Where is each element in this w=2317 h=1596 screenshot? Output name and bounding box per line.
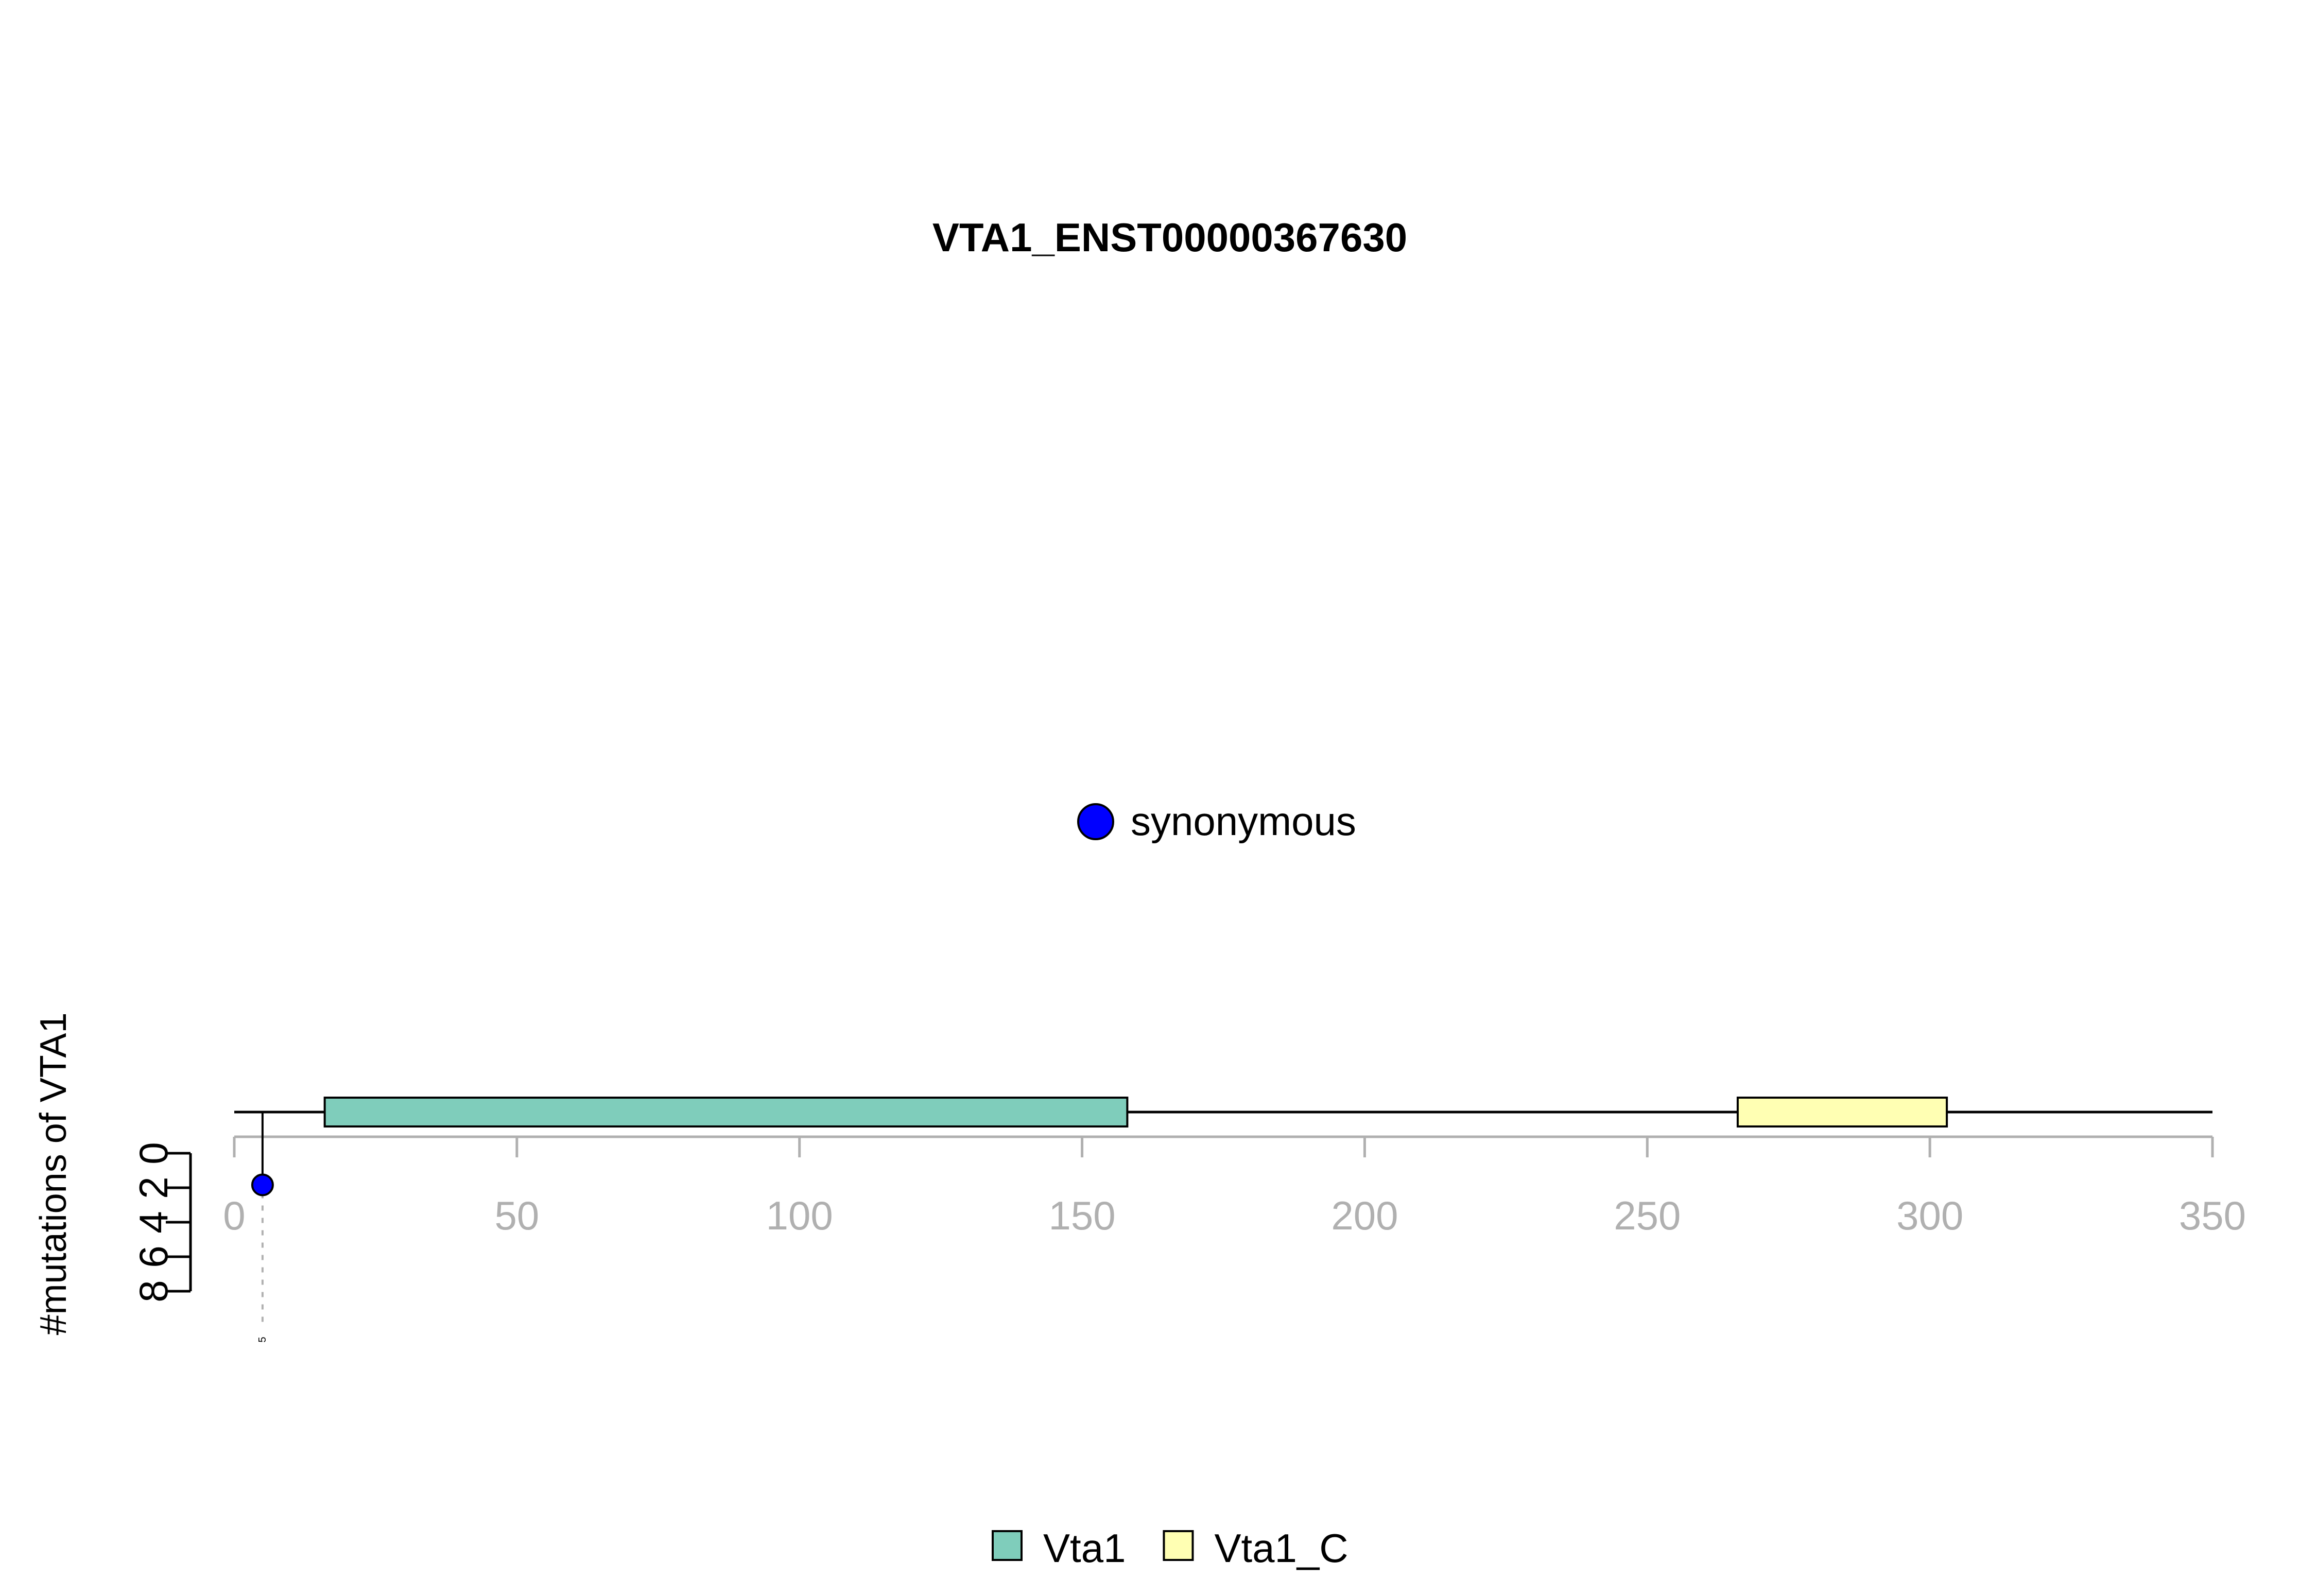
- chart-title: VTA1_ENST00000367630: [932, 215, 1407, 260]
- y-tick-label: 8: [131, 1280, 176, 1302]
- x-tick-label: 350: [2179, 1193, 2246, 1238]
- x-tick-label: 150: [1049, 1193, 1116, 1238]
- domain-track: [234, 1097, 2212, 1127]
- legend-domain-swatch: [1163, 1530, 1194, 1561]
- x-tick-label: 200: [1331, 1193, 1398, 1238]
- y-axis-label: #mutations of VTA1: [33, 1013, 74, 1335]
- legend-domain-swatch: [992, 1530, 1023, 1561]
- y-tick-label: 4: [131, 1211, 176, 1233]
- x-tick-label: 50: [494, 1193, 539, 1238]
- mutation-legend: synonymous: [1077, 799, 1356, 844]
- legend-mutation-marker: [1077, 803, 1114, 840]
- domain-legend: Vta1 Vta1_C: [992, 1525, 1348, 1571]
- legend-mutation-label: synonymous: [1131, 799, 1356, 844]
- x-tick-label: 0: [223, 1193, 245, 1238]
- y-axis: 0 2 4 6 8: [131, 1142, 192, 1303]
- mutation-label: 5: [257, 1337, 268, 1342]
- y-tick-label: 6: [131, 1245, 176, 1268]
- legend-domain-label: Vta1_C: [1214, 1525, 1348, 1571]
- x-axis: 0 50 100 150 200 250 300 350: [223, 1135, 2246, 1238]
- x-tick-label: 250: [1614, 1193, 1681, 1238]
- x-tick-label: 300: [1896, 1193, 1963, 1238]
- mutation-lollipops: 5: [251, 1112, 274, 1343]
- domain-vta1: [323, 1097, 1129, 1127]
- x-tick-label: 100: [766, 1193, 833, 1238]
- legend-domain-label: Vta1: [1043, 1525, 1126, 1571]
- y-tick-label: 2: [131, 1176, 176, 1199]
- mutation-point: [251, 1173, 274, 1196]
- y-tick-label: 0: [131, 1142, 176, 1164]
- domain-vta1-c: [1736, 1097, 1948, 1127]
